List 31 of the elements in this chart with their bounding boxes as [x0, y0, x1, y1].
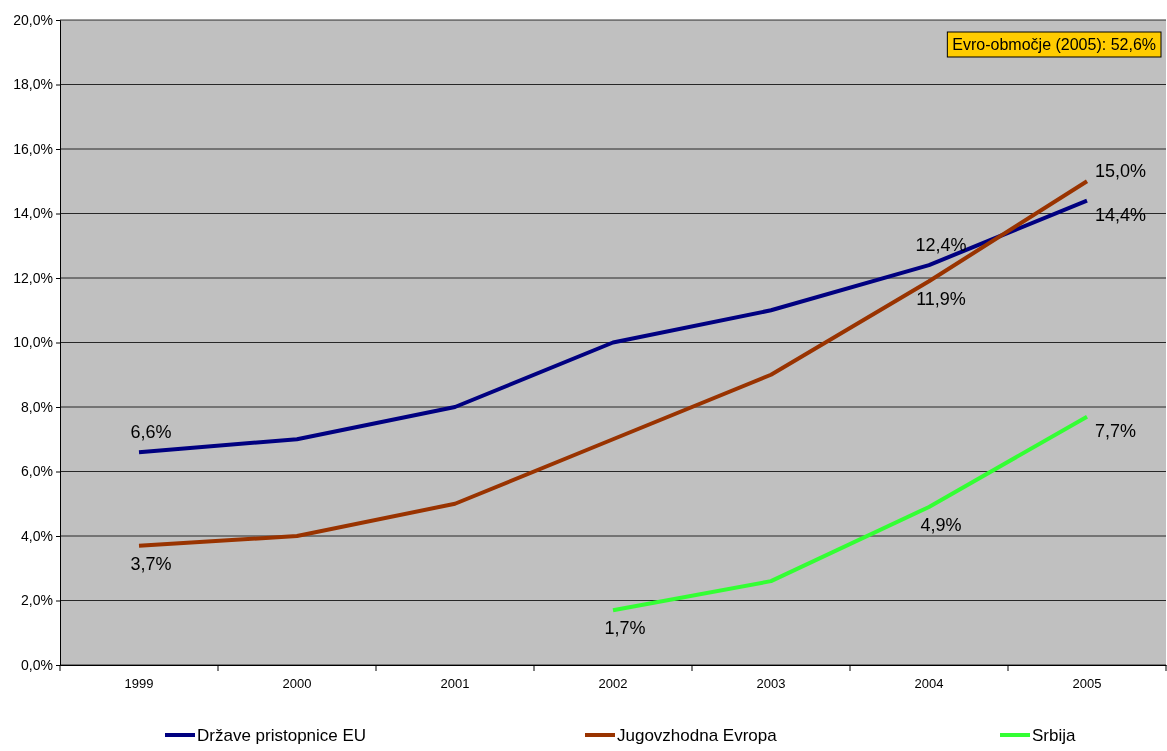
y-tick-label: 20,0%: [13, 11, 53, 28]
data-label: 7,7%: [1095, 420, 1137, 441]
y-tick-label: 12,0%: [13, 269, 53, 286]
y-tick-label: 6,0%: [21, 463, 53, 480]
legend-label: Jugovzhodna Evropa: [617, 726, 778, 745]
data-label: 1,7%: [604, 618, 646, 639]
annotation: Evro-območje (2005): 52,6%: [952, 36, 1156, 53]
y-tick-label: 18,0%: [13, 76, 53, 93]
data-label: 6,6%: [130, 422, 172, 443]
legend-label: Države pristopnice EU: [197, 726, 367, 745]
data-label: 3,7%: [130, 553, 172, 574]
x-tick-label: 2004: [914, 676, 944, 692]
legend-label: Srbija: [1032, 726, 1077, 745]
x-tick-label: 2000: [282, 676, 312, 692]
y-tick-label: 4,0%: [21, 527, 53, 544]
y-tick-label: 16,0%: [13, 140, 53, 157]
data-label: 11,9%: [916, 289, 966, 310]
y-tick-label: 10,0%: [13, 334, 53, 351]
data-label: 4,9%: [920, 514, 962, 535]
x-tick-label: 2003: [756, 676, 786, 692]
y-tick-label: 0,0%: [21, 656, 53, 673]
data-label: 15,0%: [1095, 161, 1147, 182]
y-tick-label: 2,0%: [21, 592, 53, 609]
y-tick-label: 8,0%: [21, 398, 53, 415]
y-tick-label: 14,0%: [13, 205, 53, 222]
x-tick-label: 2005: [1072, 676, 1102, 692]
x-tick-label: 2002: [598, 676, 628, 692]
line-series: [611, 414, 1089, 613]
x-tick-label: 2001: [440, 676, 470, 692]
data-label: 12,4%: [915, 235, 967, 256]
x-tick-label: 1999: [124, 676, 154, 692]
